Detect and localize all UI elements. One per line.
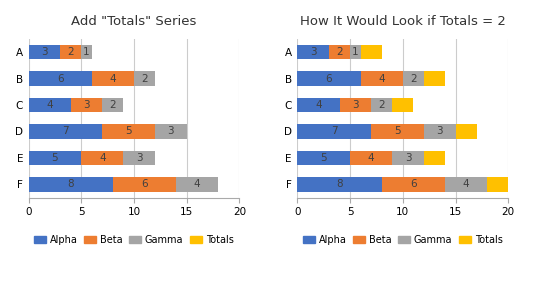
Bar	[81, 45, 92, 59]
Bar	[361, 71, 403, 86]
Bar	[155, 124, 187, 139]
Text: 4: 4	[99, 153, 106, 163]
Text: 6: 6	[410, 179, 417, 189]
Text: 5: 5	[125, 126, 132, 136]
Text: 4: 4	[194, 179, 200, 189]
Bar	[297, 150, 350, 165]
Bar	[134, 71, 155, 86]
Bar	[29, 177, 113, 192]
Text: 6: 6	[57, 73, 63, 84]
Bar	[340, 98, 371, 112]
Text: 2: 2	[410, 73, 417, 84]
Text: 2: 2	[110, 100, 116, 110]
Text: 1: 1	[352, 47, 359, 57]
Text: 3: 3	[405, 153, 411, 163]
Bar	[297, 177, 382, 192]
Bar	[329, 45, 350, 59]
Bar	[456, 124, 477, 139]
Bar	[71, 98, 102, 112]
Text: 4: 4	[463, 179, 470, 189]
Bar	[297, 45, 329, 59]
Bar	[297, 124, 371, 139]
Title: How It Would Look if Totals = 2: How It Would Look if Totals = 2	[300, 15, 506, 28]
Text: 6: 6	[141, 179, 148, 189]
Text: 5: 5	[52, 153, 58, 163]
Text: 4: 4	[46, 100, 53, 110]
Bar	[102, 98, 124, 112]
Text: 4: 4	[378, 73, 385, 84]
Bar	[382, 177, 445, 192]
Bar	[392, 150, 424, 165]
Bar	[371, 98, 392, 112]
Text: 3: 3	[437, 126, 443, 136]
Bar	[29, 150, 81, 165]
Bar	[81, 150, 124, 165]
Text: 2: 2	[67, 47, 74, 57]
Text: 3: 3	[136, 153, 142, 163]
Bar	[29, 98, 71, 112]
Text: 4: 4	[368, 153, 375, 163]
Text: 1: 1	[83, 47, 90, 57]
Bar	[29, 71, 92, 86]
Bar	[60, 45, 81, 59]
Bar	[124, 150, 155, 165]
Bar	[361, 45, 382, 59]
Bar	[297, 71, 361, 86]
Bar	[29, 124, 102, 139]
Bar	[350, 45, 361, 59]
Legend: Alpha, Beta, Gamma, Totals: Alpha, Beta, Gamma, Totals	[299, 231, 506, 249]
Bar	[102, 124, 155, 139]
Text: 3: 3	[352, 100, 359, 110]
Text: 3: 3	[310, 47, 317, 57]
Text: 2: 2	[336, 47, 343, 57]
Bar	[350, 150, 392, 165]
Bar	[297, 98, 340, 112]
Text: 3: 3	[83, 100, 90, 110]
Bar	[113, 177, 176, 192]
Text: 7: 7	[62, 126, 69, 136]
Text: 5: 5	[320, 153, 327, 163]
Text: 2: 2	[378, 100, 385, 110]
Bar	[403, 71, 424, 86]
Text: 8: 8	[336, 179, 343, 189]
Bar	[424, 71, 445, 86]
Text: 4: 4	[110, 73, 116, 84]
Bar	[392, 98, 414, 112]
Text: 8: 8	[67, 179, 74, 189]
Bar	[487, 177, 508, 192]
Legend: Alpha, Beta, Gamma, Totals: Alpha, Beta, Gamma, Totals	[30, 231, 238, 249]
Text: 7: 7	[331, 126, 337, 136]
Bar	[424, 150, 445, 165]
Bar	[424, 124, 456, 139]
Text: 5: 5	[394, 126, 401, 136]
Text: 6: 6	[326, 73, 333, 84]
Text: 2: 2	[141, 73, 148, 84]
Bar	[92, 71, 134, 86]
Bar	[29, 45, 60, 59]
Text: 3: 3	[167, 126, 174, 136]
Bar	[445, 177, 487, 192]
Bar	[371, 124, 424, 139]
Bar	[176, 177, 219, 192]
Text: 4: 4	[315, 100, 322, 110]
Title: Add "Totals" Series: Add "Totals" Series	[71, 15, 197, 28]
Text: 3: 3	[41, 47, 47, 57]
